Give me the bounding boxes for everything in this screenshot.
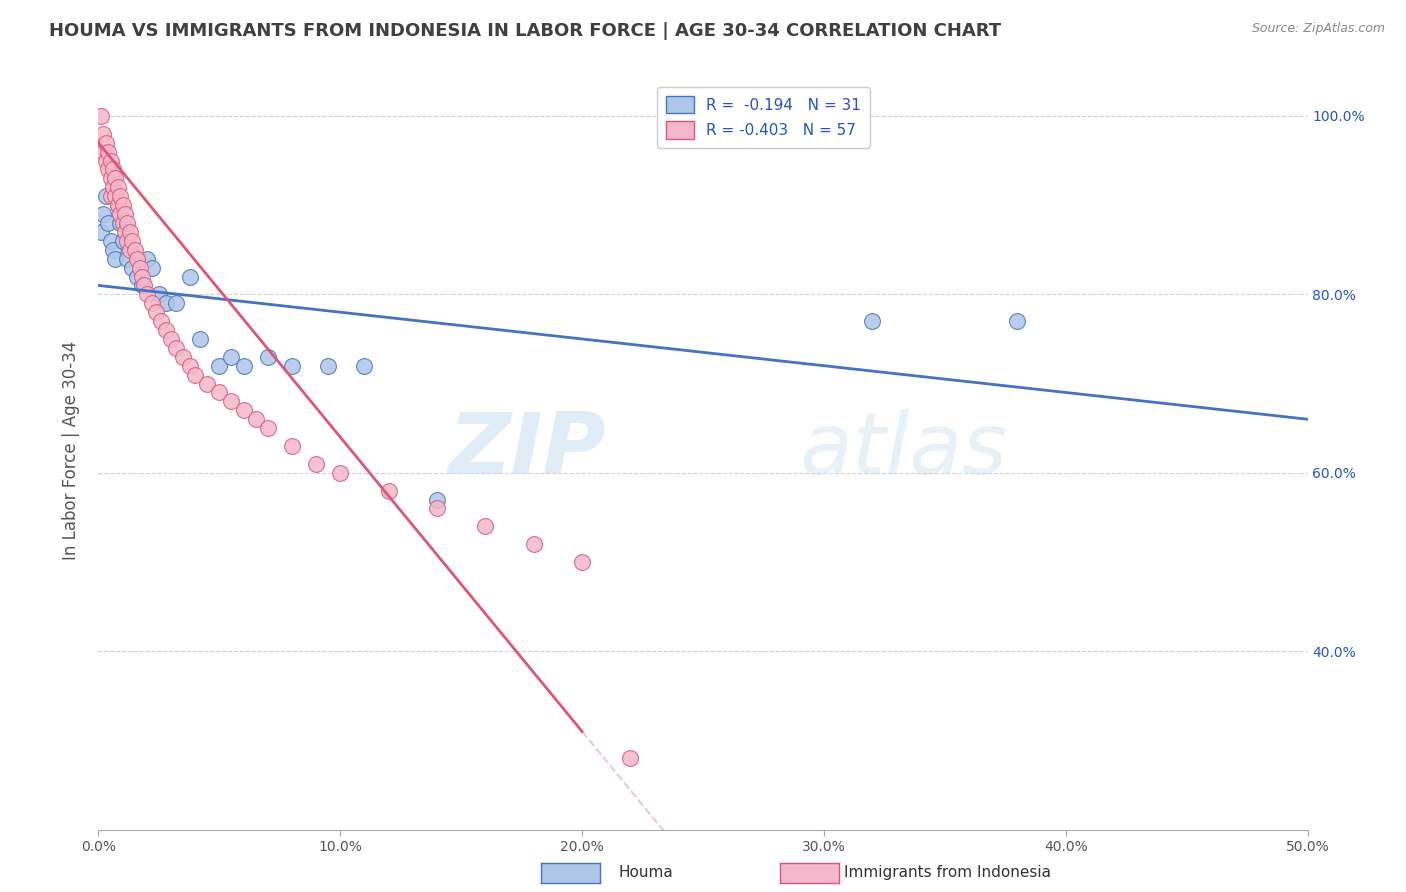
Text: HOUMA VS IMMIGRANTS FROM INDONESIA IN LABOR FORCE | AGE 30-34 CORRELATION CHART: HOUMA VS IMMIGRANTS FROM INDONESIA IN LA…	[49, 22, 1001, 40]
Point	[101, 180, 124, 194]
Point	[97, 145, 120, 159]
Point	[860, 314, 883, 328]
Point	[94, 136, 117, 150]
Point	[108, 207, 131, 221]
Point	[131, 278, 153, 293]
Point	[101, 162, 124, 177]
Text: Immigrants from Indonesia: Immigrants from Indonesia	[844, 865, 1050, 880]
Point	[155, 323, 177, 337]
Point	[172, 350, 194, 364]
Point	[111, 216, 134, 230]
Point	[91, 127, 114, 141]
Point	[1007, 314, 1029, 328]
Point	[107, 180, 129, 194]
Point	[135, 287, 157, 301]
Point	[131, 269, 153, 284]
Point	[426, 492, 449, 507]
Point	[94, 153, 117, 168]
Point	[523, 537, 546, 551]
Point	[104, 189, 127, 203]
Point	[281, 439, 304, 453]
Point	[150, 314, 173, 328]
Text: Source: ZipAtlas.com: Source: ZipAtlas.com	[1251, 22, 1385, 36]
Point	[305, 457, 328, 471]
Point	[184, 368, 207, 382]
Point	[108, 216, 131, 230]
Point	[127, 269, 149, 284]
Point	[90, 109, 112, 123]
Point	[619, 751, 641, 765]
Point	[148, 287, 170, 301]
Point	[100, 153, 122, 168]
Point	[281, 359, 304, 373]
Point	[121, 260, 143, 275]
Point	[117, 252, 139, 266]
Point	[127, 252, 149, 266]
Point	[117, 234, 139, 248]
Point	[118, 225, 141, 239]
Point	[145, 305, 167, 319]
Point	[107, 198, 129, 212]
Point	[165, 341, 187, 355]
Point	[135, 252, 157, 266]
Point	[107, 198, 129, 212]
Point	[232, 403, 254, 417]
Point	[232, 359, 254, 373]
Point	[104, 171, 127, 186]
Point	[121, 234, 143, 248]
Point	[91, 145, 114, 159]
Point	[97, 162, 120, 177]
Point	[111, 198, 134, 212]
Point	[316, 359, 339, 373]
Point	[94, 189, 117, 203]
Point	[195, 376, 218, 391]
Point	[114, 207, 136, 221]
Point	[100, 234, 122, 248]
Point	[118, 243, 141, 257]
Point	[91, 207, 114, 221]
Point	[221, 350, 243, 364]
Point	[571, 555, 593, 569]
Point	[426, 501, 449, 516]
Point	[124, 243, 146, 257]
Point	[208, 385, 231, 400]
Text: Houma: Houma	[619, 865, 673, 880]
Point	[111, 234, 134, 248]
Point	[101, 243, 124, 257]
Point	[104, 252, 127, 266]
Point	[474, 519, 496, 533]
Point	[90, 225, 112, 239]
Point	[256, 421, 278, 435]
Point	[114, 225, 136, 239]
Point	[128, 260, 150, 275]
Text: atlas: atlas	[800, 409, 1008, 492]
Point	[245, 412, 267, 426]
Point	[117, 216, 139, 230]
Point	[221, 394, 243, 409]
Y-axis label: In Labor Force | Age 30-34: In Labor Force | Age 30-34	[62, 341, 80, 560]
Point	[134, 278, 156, 293]
Point	[377, 483, 399, 498]
Point	[188, 332, 211, 346]
Point	[100, 189, 122, 203]
Text: ZIP: ZIP	[449, 409, 606, 492]
Legend: R =  -0.194   N = 31, R = -0.403   N = 57: R = -0.194 N = 31, R = -0.403 N = 57	[657, 87, 870, 148]
Point	[160, 332, 183, 346]
Point	[179, 359, 201, 373]
Point	[155, 296, 177, 310]
Point	[179, 269, 201, 284]
Point	[97, 216, 120, 230]
Point	[100, 171, 122, 186]
Point	[256, 350, 278, 364]
Point	[141, 296, 163, 310]
Point	[329, 466, 352, 480]
Point	[108, 189, 131, 203]
Point	[141, 260, 163, 275]
Point	[353, 359, 375, 373]
Point	[165, 296, 187, 310]
Point	[208, 359, 231, 373]
